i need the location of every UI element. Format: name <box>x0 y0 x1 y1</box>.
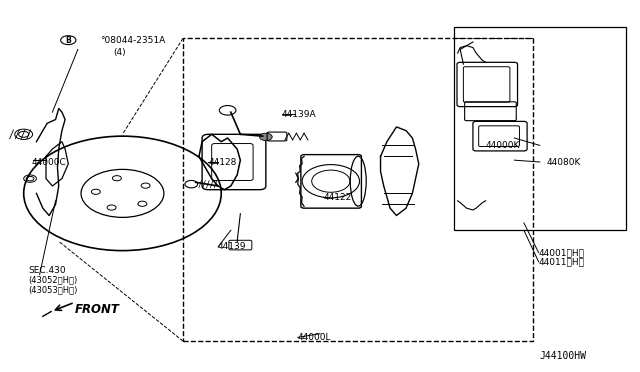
Text: (43053ⓁHⓘ): (43053ⓁHⓘ) <box>28 285 77 294</box>
Text: 44122: 44122 <box>323 193 351 202</box>
Text: J44100HW: J44100HW <box>540 351 587 361</box>
Text: 44001ⓇHⓘ: 44001ⓇHⓘ <box>539 248 584 257</box>
Text: 44011ⓁHⓘ: 44011ⓁHⓘ <box>539 257 584 266</box>
Text: 44139: 44139 <box>218 243 246 251</box>
Text: 44080K: 44080K <box>546 157 580 167</box>
Circle shape <box>259 133 272 141</box>
Text: 44000C: 44000C <box>32 157 67 167</box>
Text: B: B <box>65 36 71 45</box>
Text: (4): (4) <box>113 48 125 57</box>
Bar <box>454 27 626 230</box>
Text: 44128: 44128 <box>209 157 237 167</box>
Text: SEC.430: SEC.430 <box>28 266 66 275</box>
Text: (43052ⓇHⓘ): (43052ⓇHⓘ) <box>28 276 77 285</box>
Text: °08044-2351A: °08044-2351A <box>100 36 165 45</box>
Text: FRONT: FRONT <box>75 303 120 316</box>
Text: 44000K: 44000K <box>486 141 520 150</box>
Text: 44000L: 44000L <box>298 333 331 342</box>
Bar <box>183 38 534 341</box>
Text: 44139A: 44139A <box>282 109 316 119</box>
